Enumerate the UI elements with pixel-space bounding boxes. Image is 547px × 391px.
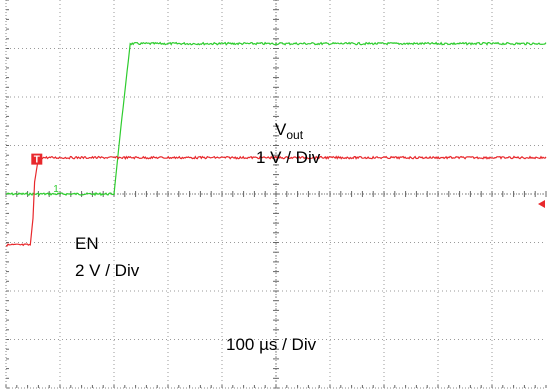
trigger-marker-box (31, 153, 43, 165)
trigger-marker-label: T (34, 155, 40, 166)
en-label: EN (75, 234, 99, 253)
markers: 1T (31, 153, 545, 208)
trace-en (5, 155, 547, 247)
grid (5, 0, 547, 389)
traces (5, 41, 547, 247)
vout-label-main: V (275, 120, 287, 139)
trace-vout (5, 41, 547, 197)
time-scale-label: 100 µs / Div (226, 335, 317, 354)
vout-label-subscript: out (286, 128, 304, 142)
trigger-level-arrow (538, 200, 545, 208)
vout-ground-marker: 1 (53, 184, 59, 195)
vout-label: Vout (275, 120, 303, 141)
vout-scale-label: 1 V / Div (256, 148, 321, 167)
en-scale-label: 2 V / Div (75, 261, 140, 280)
